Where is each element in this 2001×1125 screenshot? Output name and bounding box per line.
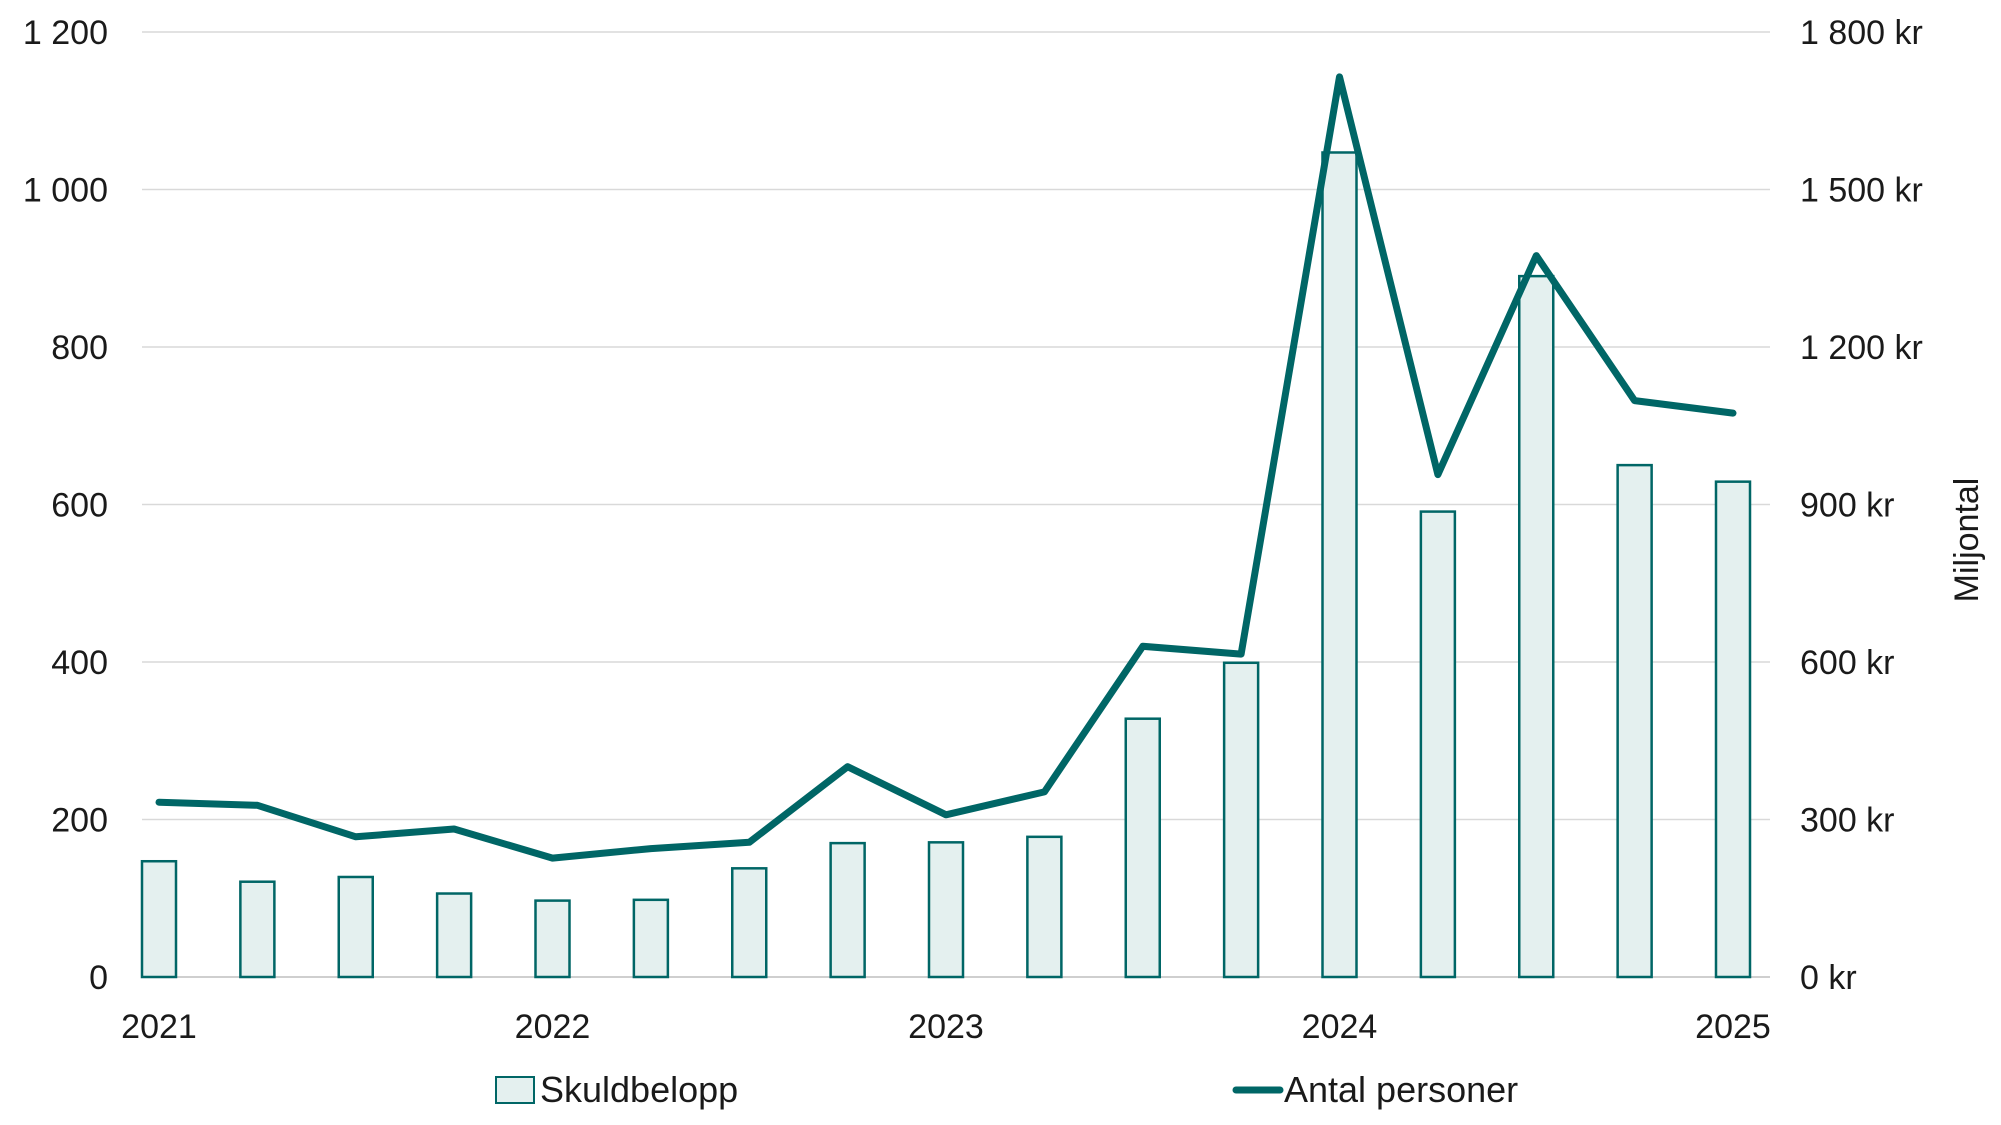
bar [927, 841, 965, 979]
x-axis-tick-label: 2021 [121, 1008, 197, 1046]
bar-series-skuldbelopp [140, 151, 1752, 979]
legend-label-antal-personer: Antal personer [1284, 1069, 1518, 1110]
right-axis-tick-label: 1 800 kr [1800, 14, 1923, 52]
x-axis-tick-labels: 2021 2022 2023 2024 2025 [121, 1008, 1771, 1046]
left-axis-tick-label: 400 [51, 644, 108, 682]
left-axis-tick-label: 200 [51, 802, 108, 840]
bar [1419, 510, 1457, 979]
bar [1124, 717, 1161, 979]
bar [1321, 151, 1358, 979]
right-axis-tick-label: 1 200 kr [1800, 329, 1923, 367]
x-axis-tick-label: 2023 [908, 1008, 984, 1046]
bar [435, 892, 473, 979]
series-line [155, 73, 1737, 862]
right-axis-tick-label: 1 500 kr [1800, 172, 1923, 210]
left-axis-tick-label: 1 200 [23, 14, 108, 52]
left-axis-tick-labels: 0 200 400 600 800 1 000 1 200 [23, 14, 108, 997]
right-axis-label: Miljontal [1948, 478, 1986, 603]
left-axis-tick-label: 1 000 [23, 172, 108, 210]
bar [239, 880, 276, 979]
legend-swatch-skuldbelopp [495, 1076, 535, 1104]
bar [1222, 661, 1260, 979]
left-axis-tick-label: 800 [51, 329, 108, 367]
gridlines [142, 31, 1770, 978]
x-axis-tick-label: 2024 [1302, 1008, 1378, 1046]
left-axis-tick-label: 0 [89, 959, 108, 997]
bar [632, 898, 670, 979]
line-series-antal-personer [155, 73, 1737, 862]
left-axis-tick-label: 600 [51, 487, 108, 525]
bar [534, 899, 571, 979]
bar [1518, 274, 1555, 979]
bar [1714, 480, 1752, 979]
legend-label-skuldbelopp: Skuldbelopp [540, 1069, 738, 1110]
x-axis-tick-label: 2025 [1695, 1008, 1771, 1046]
bar [731, 867, 768, 979]
right-axis-tick-label: 900 kr [1800, 487, 1895, 525]
bar [829, 841, 866, 979]
right-axis-tick-labels: 0 kr 300 kr 600 kr 900 kr 1 200 kr 1 500 kr 1 … [1800, 14, 1923, 997]
right-axis-tick-label: 300 kr [1800, 802, 1895, 840]
right-axis-tick-label: 0 kr [1800, 959, 1857, 997]
bar [140, 859, 178, 979]
bar [1616, 463, 1653, 979]
x-axis-tick-label: 2022 [515, 1008, 591, 1046]
legend: Skuldbelopp Antal personer [495, 1069, 1518, 1110]
right-axis-tick-label: 600 kr [1800, 644, 1895, 682]
bar [1026, 835, 1063, 979]
bar [337, 875, 374, 979]
